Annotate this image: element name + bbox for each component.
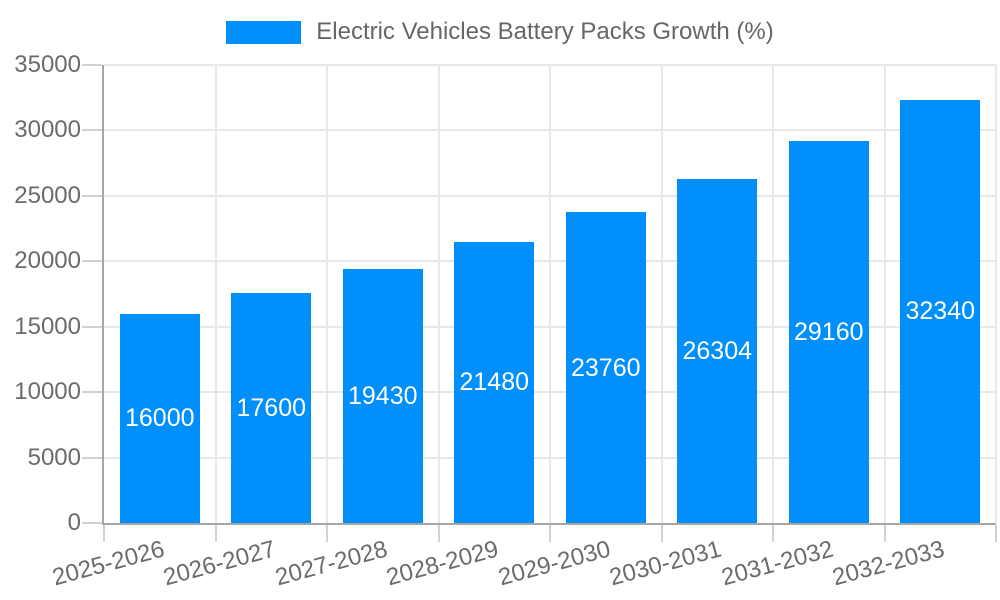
bar[interactable]: 21480	[454, 241, 535, 523]
gridline-vertical	[549, 65, 551, 523]
y-axis-label: 20000	[14, 247, 81, 275]
bar-value-label: 32340	[905, 297, 976, 326]
y-axis-label: 10000	[14, 378, 81, 406]
x-axis-tick	[103, 525, 105, 542]
y-axis-label: 30000	[14, 116, 81, 144]
x-axis-tick	[214, 525, 217, 542]
bar-value-label: 23760	[570, 353, 641, 382]
x-axis-tick	[883, 525, 886, 542]
bar[interactable]: 16000	[119, 313, 200, 523]
x-axis-tick	[995, 525, 997, 542]
x-axis-tick	[326, 525, 328, 542]
bar[interactable]: 29160	[788, 141, 869, 523]
legend[interactable]: Electric Vehicles Battery Packs Growth (…	[0, 18, 1000, 46]
bar[interactable]: 19430	[342, 268, 423, 523]
y-axis-tick	[82, 522, 102, 524]
bar-value-label: 21480	[459, 368, 530, 397]
bar-value-label: 19430	[347, 381, 418, 410]
y-axis-label: 35000	[14, 51, 81, 78]
bar-value-label: 16000	[124, 404, 195, 433]
y-axis-label: 0	[67, 509, 81, 536]
bar[interactable]: 26304	[677, 178, 758, 523]
y-axis-tick	[82, 391, 102, 394]
bar[interactable]: 23760	[565, 212, 646, 523]
x-axis-tick	[549, 525, 551, 542]
bar-value-label: 26304	[682, 336, 753, 365]
bar-value-label: 29160	[793, 318, 864, 347]
y-axis-tick	[82, 194, 102, 197]
y-axis-tick	[82, 456, 102, 459]
y-axis-tick	[82, 325, 102, 328]
y-axis-label: 25000	[14, 181, 81, 209]
y-axis-tick	[82, 129, 102, 132]
gridline-vertical	[660, 65, 663, 523]
bar[interactable]: 32340	[900, 99, 981, 523]
plot-area: 0 5000 10000 15000 20000 25000 30000 35000 16000…	[14, 52, 997, 591]
x-axis-tick	[437, 525, 440, 542]
x-axis-tick	[660, 525, 663, 542]
y-axis-tick	[82, 260, 102, 263]
gridline-vertical	[883, 65, 886, 523]
y-axis-label: 15000	[14, 312, 81, 340]
gridline-vertical	[326, 65, 328, 523]
y-axis-tick	[82, 64, 102, 66]
gridline-vertical	[437, 65, 440, 523]
gridline-vertical	[995, 65, 997, 523]
bar-value-label: 17600	[236, 393, 307, 422]
y-axis-label: 5000	[27, 443, 81, 471]
x-axis-tick	[772, 525, 774, 542]
gridline-vertical	[772, 65, 774, 523]
gridline-vertical	[214, 65, 217, 523]
legend-swatch-icon	[226, 20, 302, 44]
legend-label: Electric Vehicles Battery Packs Growth (…	[316, 18, 774, 45]
bar[interactable]: 17600	[231, 292, 312, 523]
